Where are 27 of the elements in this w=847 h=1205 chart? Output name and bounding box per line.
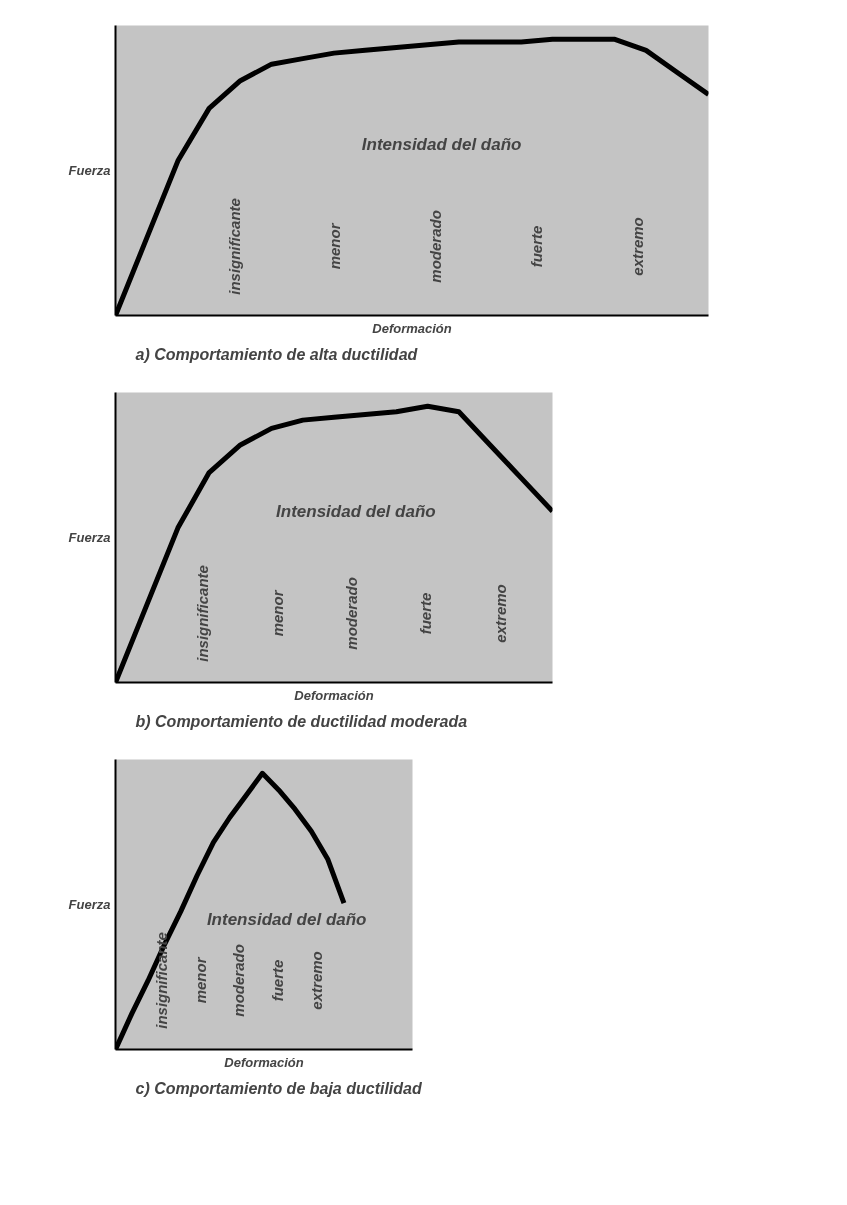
annotation: fuerte xyxy=(269,959,287,1002)
annotation: insignificante xyxy=(194,565,212,662)
annotation: menor xyxy=(191,956,209,1004)
annotation: Intensidad del daño xyxy=(206,910,367,930)
annotation: moderado xyxy=(342,577,360,650)
x-axis-title: Deformación xyxy=(294,687,374,703)
annotation: insignificante xyxy=(152,932,170,1029)
y-axis-title: Fuerza xyxy=(68,163,111,178)
annotation: insignificante xyxy=(225,198,243,295)
x-axis-title: Deformación xyxy=(224,1054,304,1070)
annotation: extremo xyxy=(308,951,326,1010)
annotation: Intensidad del daño xyxy=(276,501,436,521)
text: c) Comportamiento de baja ductilidad xyxy=(135,1079,423,1097)
y-axis-title: Fuerza xyxy=(68,530,111,545)
text: b) Comportamiento de ductilidad moderada xyxy=(135,712,468,730)
y-axis-title: Fuerza xyxy=(68,897,111,912)
annotation: extremo xyxy=(628,217,646,276)
annotation: menor xyxy=(268,589,286,637)
x-axis-title: Deformación xyxy=(372,320,452,336)
annotation: Intensidad del daño xyxy=(361,134,522,154)
annotation: menor xyxy=(326,222,344,270)
annotation: fuerte xyxy=(417,592,435,635)
annotation: extremo xyxy=(491,584,509,643)
annotation: moderado xyxy=(230,944,248,1017)
annotation: fuerte xyxy=(528,225,546,268)
annotation: moderado xyxy=(427,210,445,283)
text: a) Comportamiento de alta ductilidad xyxy=(135,345,419,363)
